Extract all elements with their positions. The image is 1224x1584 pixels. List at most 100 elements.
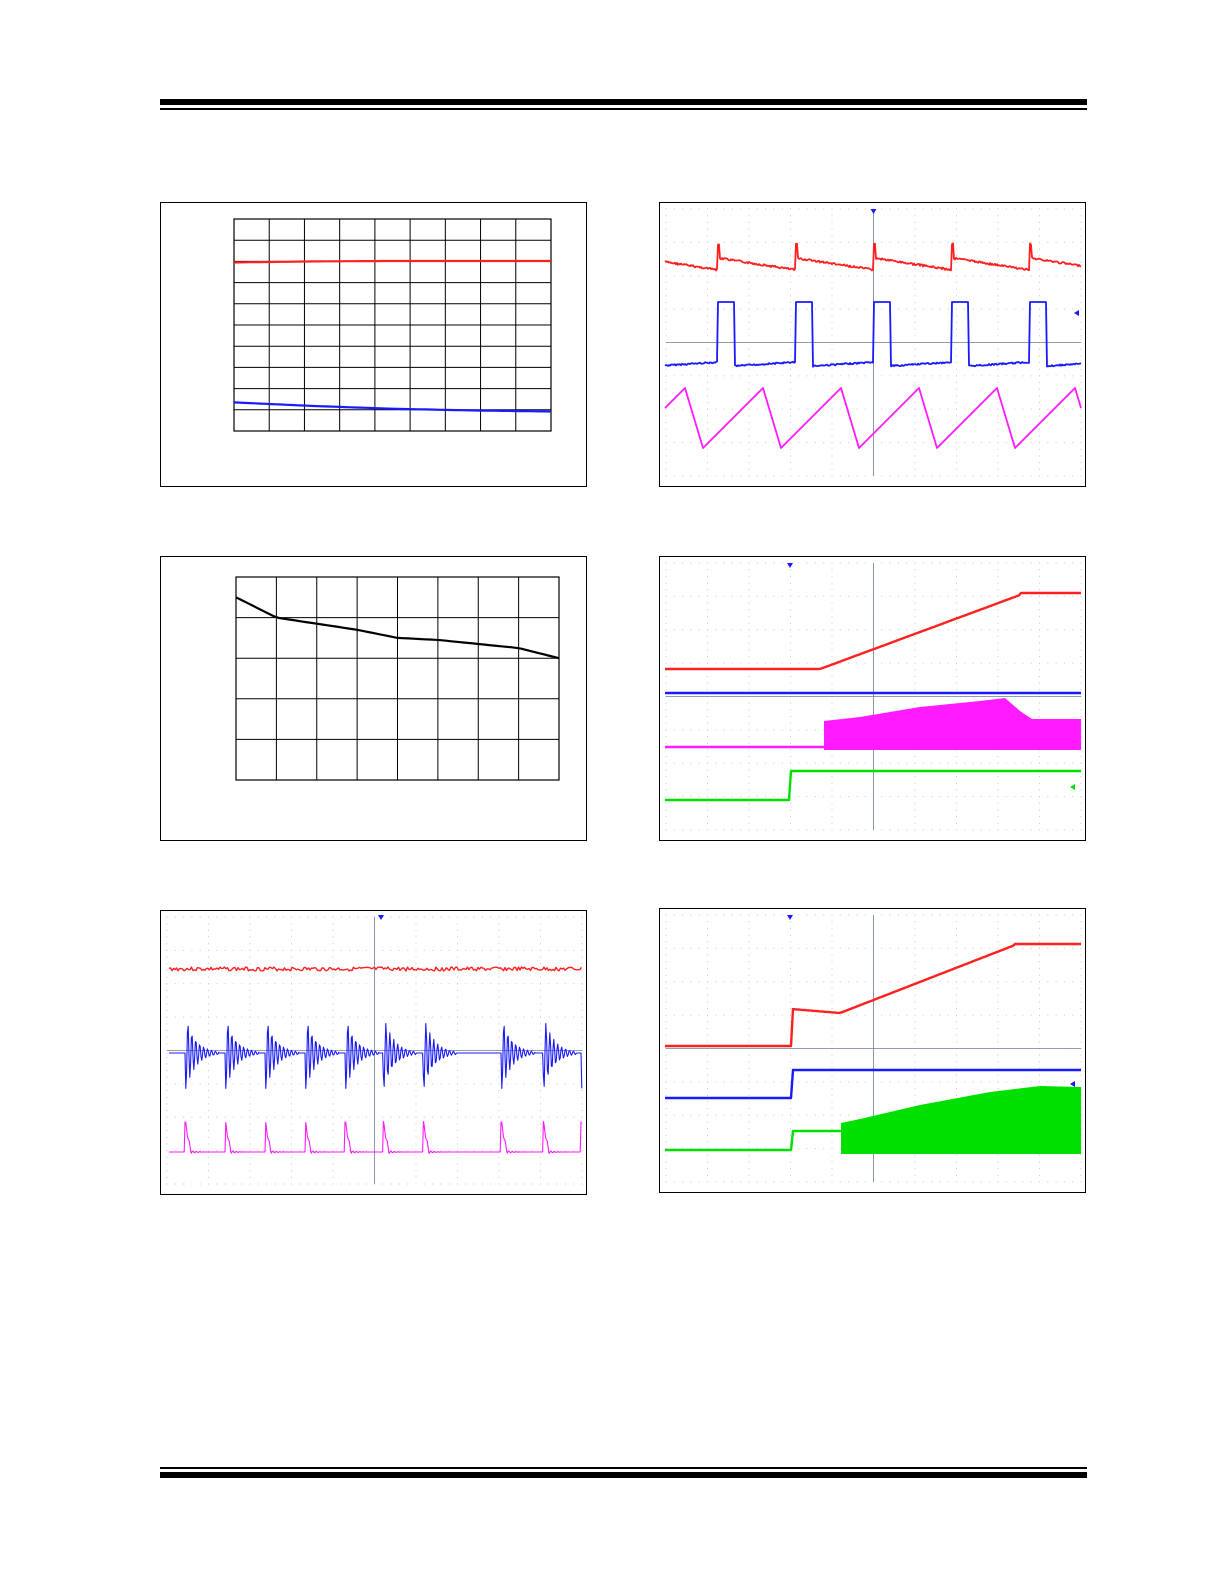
grid-dot bbox=[174, 983, 176, 985]
grid-dot bbox=[997, 782, 999, 784]
grid-dot bbox=[956, 649, 957, 651]
grid-dot bbox=[756, 1081, 758, 1083]
grid-dot bbox=[1047, 375, 1049, 377]
grid-dot bbox=[723, 1181, 725, 1183]
grid-dot bbox=[956, 248, 957, 250]
grid-dot bbox=[790, 1128, 791, 1130]
grid-dot bbox=[839, 1181, 841, 1183]
grid-dot bbox=[914, 402, 916, 404]
grid-dot bbox=[540, 1163, 541, 1165]
grid-dot bbox=[523, 949, 525, 951]
grid-dot bbox=[465, 1083, 467, 1085]
grid-dot bbox=[790, 215, 791, 217]
grid-dot bbox=[249, 1029, 251, 1031]
grid-dot bbox=[831, 756, 833, 758]
grid-dot bbox=[682, 275, 684, 277]
grid-dot bbox=[1039, 941, 1040, 943]
grid-dot bbox=[673, 947, 675, 949]
grid-dot bbox=[257, 1116, 259, 1118]
grid-dot bbox=[831, 994, 833, 996]
grid-dot bbox=[166, 1076, 168, 1078]
grid-dot bbox=[914, 756, 916, 758]
grid-dot bbox=[707, 756, 708, 758]
grid-dot bbox=[806, 375, 808, 377]
grid-dot bbox=[956, 1094, 957, 1096]
grid-dot bbox=[980, 241, 982, 243]
grid-dot bbox=[1039, 235, 1040, 237]
grid-dot bbox=[790, 722, 791, 724]
grid-dot bbox=[997, 301, 999, 303]
grid-dot bbox=[324, 1150, 326, 1152]
grid-dot bbox=[897, 762, 899, 764]
grid-dot bbox=[856, 914, 858, 916]
grid-dot bbox=[498, 1176, 500, 1178]
grid-dot bbox=[914, 1021, 916, 1023]
grid-dot bbox=[831, 782, 833, 784]
grid-dot bbox=[1005, 408, 1007, 410]
grid-dot bbox=[665, 649, 667, 651]
grid-dot bbox=[291, 1063, 292, 1065]
grid-dot bbox=[707, 281, 708, 283]
grid-dot bbox=[349, 1016, 351, 1018]
grid-dot bbox=[956, 1027, 957, 1029]
grid-dot bbox=[581, 1009, 583, 1011]
grid-dot bbox=[748, 609, 750, 611]
grid-dot bbox=[790, 816, 791, 818]
grid-dot bbox=[1072, 442, 1074, 444]
grid-dot bbox=[997, 362, 999, 364]
grid-dot bbox=[831, 255, 833, 257]
grid-dot bbox=[748, 722, 750, 724]
grid-dot bbox=[1022, 442, 1024, 444]
grid-dot bbox=[266, 1083, 268, 1085]
grid-dot bbox=[839, 208, 841, 210]
grid-dot bbox=[889, 1081, 891, 1083]
grid-dot bbox=[498, 1016, 500, 1018]
grid-dot bbox=[997, 308, 999, 310]
grid-dot bbox=[291, 1156, 292, 1158]
trace-red bbox=[665, 591, 1081, 671]
grid-dot bbox=[415, 949, 417, 951]
scope-panel-top-right bbox=[659, 202, 1086, 487]
grid-dot bbox=[1039, 1174, 1040, 1176]
grid-dot bbox=[1072, 375, 1074, 377]
grid-dot bbox=[257, 983, 259, 985]
grid-dot bbox=[249, 1009, 251, 1011]
grid-dot bbox=[856, 947, 858, 949]
grid-dot bbox=[956, 802, 957, 804]
grid-dot bbox=[790, 455, 791, 457]
grid-dot bbox=[515, 916, 517, 918]
grid-dot bbox=[498, 1003, 500, 1005]
grid-dot bbox=[1080, 1161, 1082, 1163]
grid-dot bbox=[831, 789, 833, 791]
grid-dot bbox=[814, 208, 816, 210]
grid-dot bbox=[831, 275, 833, 277]
grid-dot bbox=[506, 1116, 508, 1118]
grid-dot bbox=[748, 315, 750, 317]
grid-dot bbox=[332, 1156, 334, 1158]
grid-dot bbox=[964, 947, 966, 949]
grid-dot bbox=[690, 375, 692, 377]
grid-dot bbox=[1005, 562, 1007, 564]
grid-dot bbox=[956, 914, 957, 916]
grid-dot bbox=[956, 408, 957, 410]
grid-dot bbox=[506, 1016, 508, 1018]
grid-dot bbox=[166, 976, 168, 978]
grid-dot bbox=[1080, 662, 1082, 664]
grid-dot bbox=[997, 1181, 999, 1183]
grid-dot bbox=[682, 762, 684, 764]
grid-dot bbox=[781, 914, 783, 916]
grid-dot bbox=[790, 756, 791, 758]
grid-dot bbox=[415, 1003, 417, 1005]
grid-dot bbox=[415, 1123, 417, 1125]
grid-dot bbox=[1080, 402, 1082, 404]
grid-dot bbox=[956, 315, 957, 317]
grid-dot bbox=[997, 275, 999, 277]
grid-dot bbox=[1039, 635, 1040, 637]
grid-dot bbox=[748, 655, 750, 657]
grid-dot bbox=[473, 1150, 475, 1152]
grid-dot bbox=[748, 635, 750, 637]
grid-dot bbox=[906, 1014, 908, 1016]
grid-dot bbox=[947, 308, 949, 310]
grid-dot bbox=[748, 221, 750, 223]
grid-dot bbox=[1080, 422, 1082, 424]
